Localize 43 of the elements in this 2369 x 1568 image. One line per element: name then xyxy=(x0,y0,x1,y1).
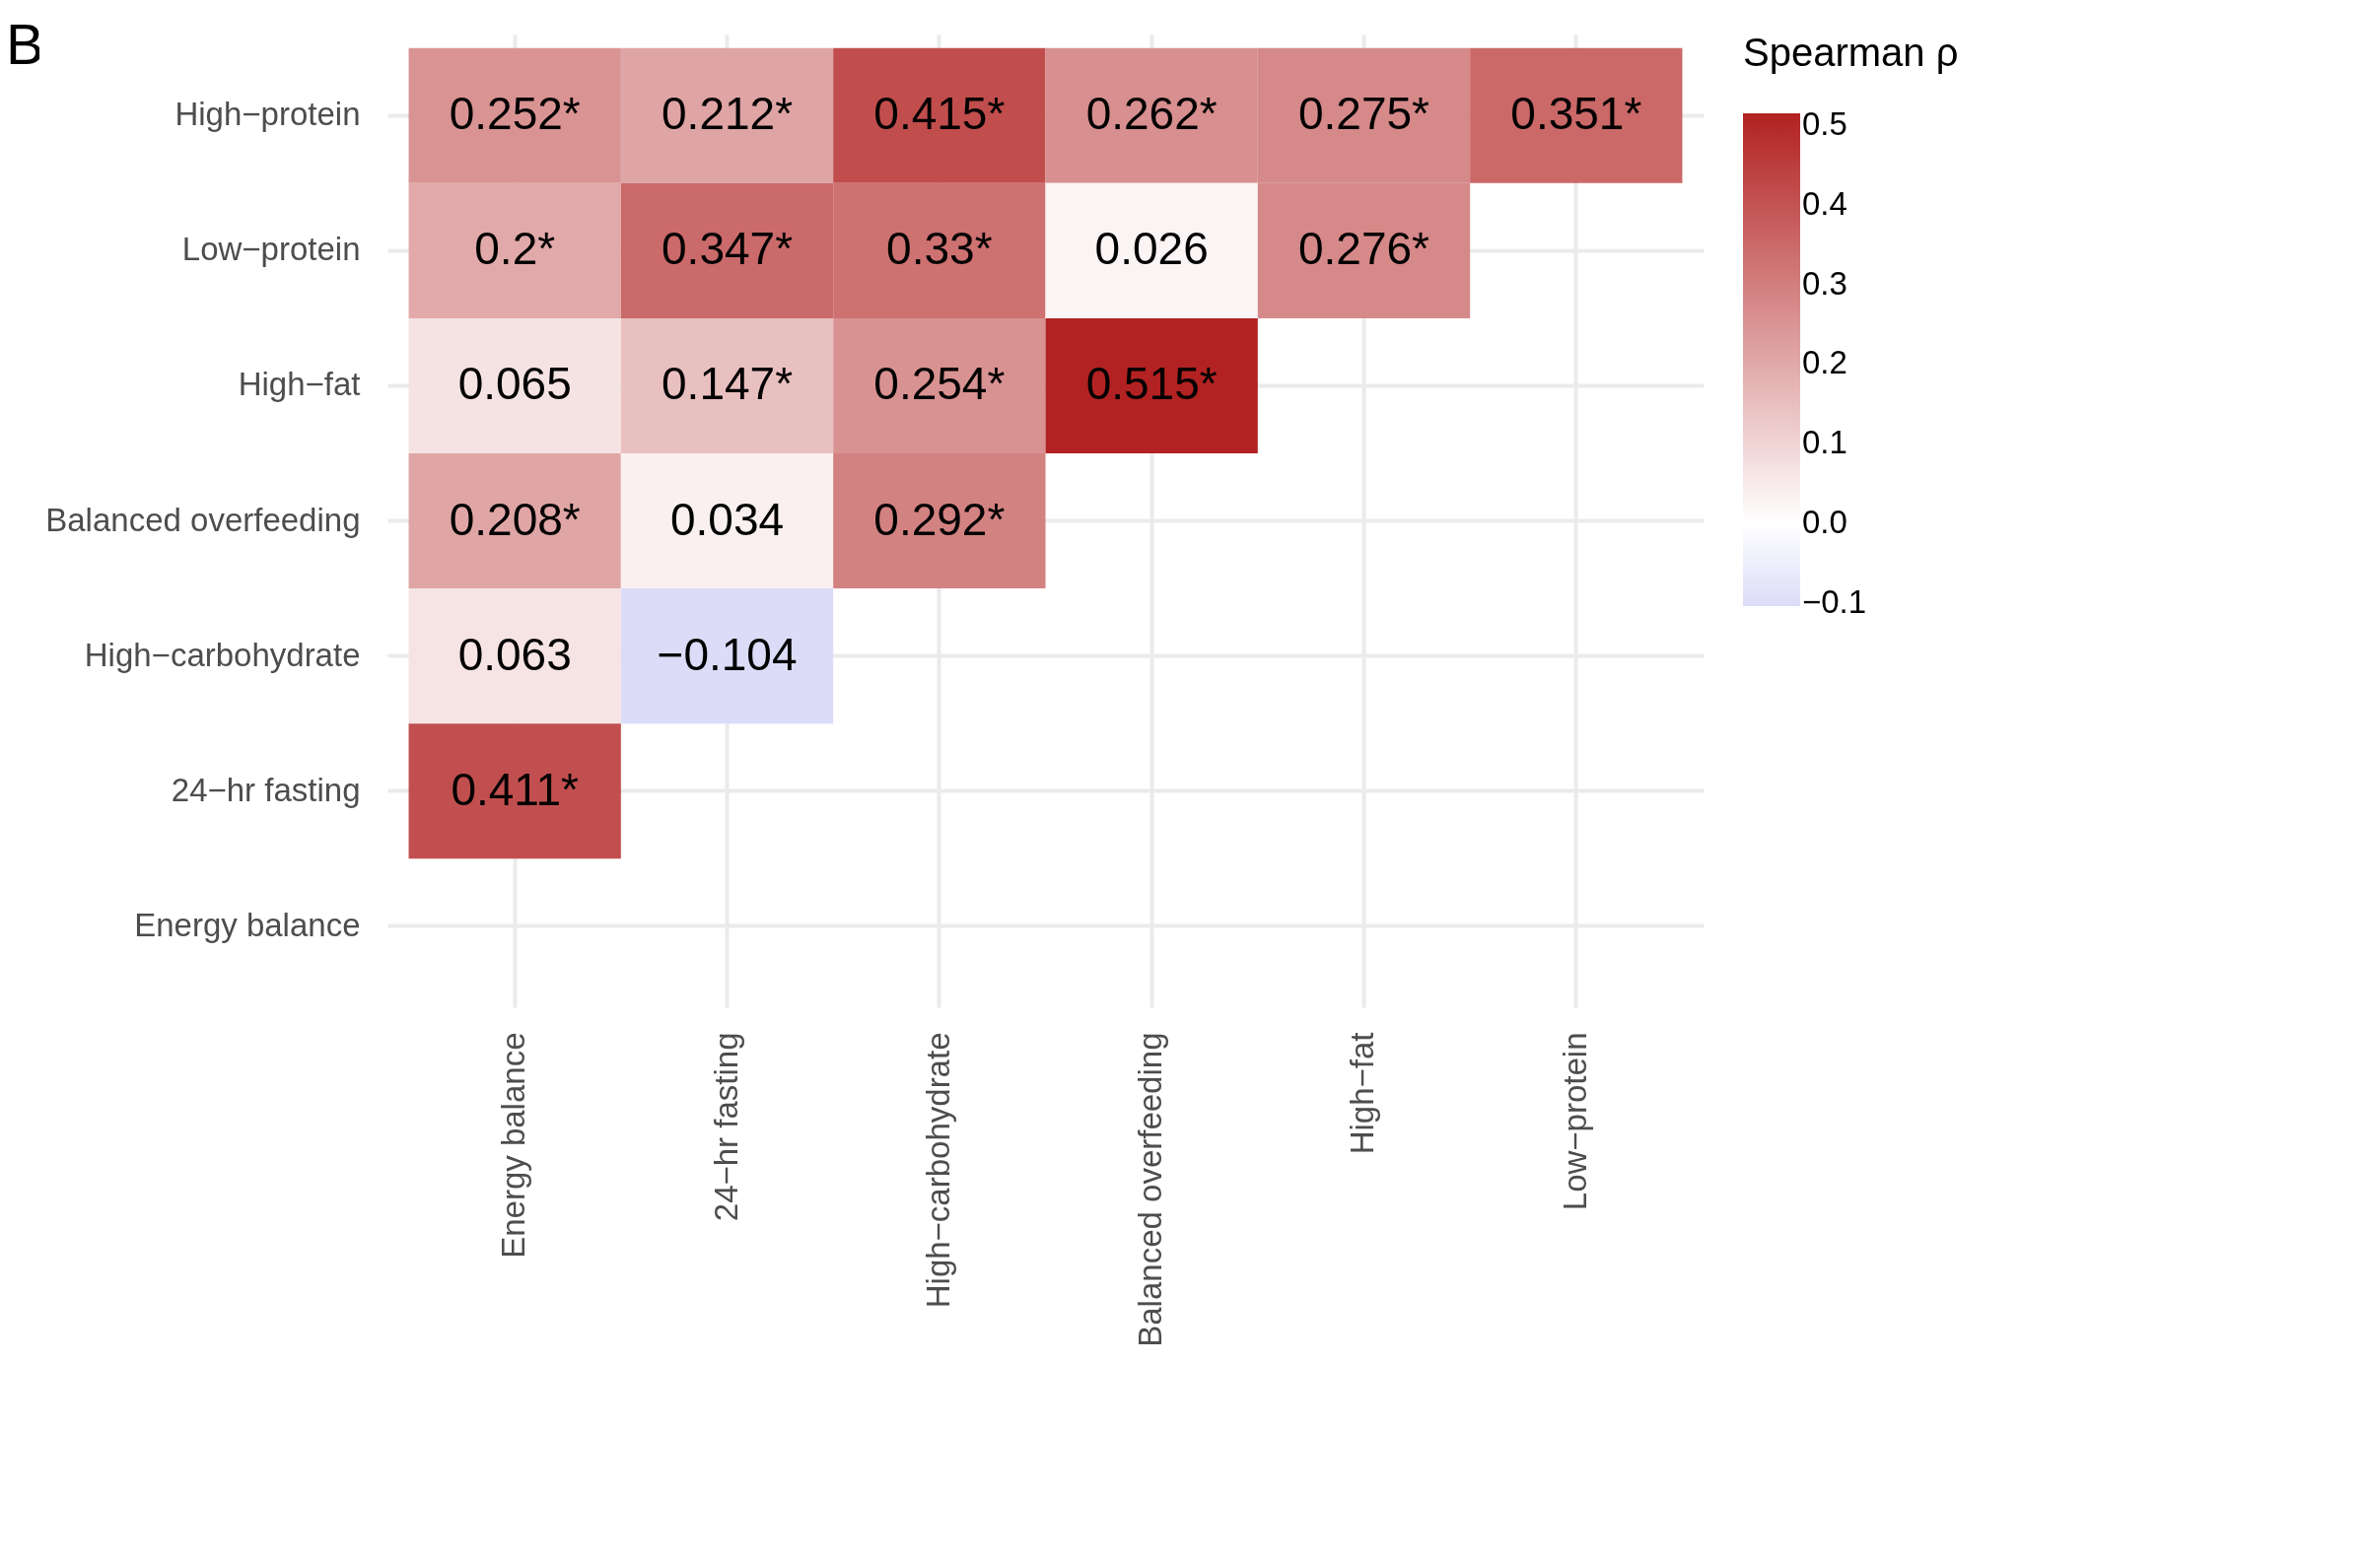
color-bar-label: 0.3 xyxy=(1802,264,1847,302)
x-tick-label: Energy balance xyxy=(495,1032,532,1259)
y-tick-label: 24−hr fasting xyxy=(171,771,361,808)
data-label: 0.262* xyxy=(1085,88,1218,140)
y-tick-label: High−carbohydrate xyxy=(84,636,361,673)
x-tick-label: 24−hr fasting xyxy=(707,1032,744,1222)
x-tick-label: High−fat xyxy=(1344,1032,1381,1155)
data-label: 0.515* xyxy=(1085,358,1218,410)
data-label: 0.034 xyxy=(669,493,785,545)
data-label: 0.254* xyxy=(873,358,1006,410)
data-label: 0.147* xyxy=(662,358,794,410)
data-label: 0.252* xyxy=(449,88,581,140)
color-bar-label: 0.5 xyxy=(1802,105,1847,143)
color-bar-label: −0.1 xyxy=(1802,582,1867,620)
data-label: 0.351* xyxy=(1510,88,1642,140)
y-tick-label: High−fat xyxy=(238,366,361,403)
x-tick-label: Low−protein xyxy=(1556,1032,1593,1211)
data-label: −0.104 xyxy=(657,628,798,680)
data-label: 0.063 xyxy=(457,628,572,680)
color-bar-label: 0.2 xyxy=(1802,344,1847,381)
legend-title: Spearman ρ xyxy=(1743,31,1959,74)
data-label: 0.208* xyxy=(449,493,581,545)
y-tick-label: Balanced overfeeding xyxy=(45,501,361,538)
y-tick-label: Low−protein xyxy=(181,231,361,268)
data-label: 0.33* xyxy=(886,223,993,275)
data-label: 0.415* xyxy=(873,88,1006,140)
data-label: 0.411* xyxy=(451,763,580,815)
data-label: 0.212* xyxy=(662,88,794,140)
y-tick-label: High−protein xyxy=(174,96,361,133)
data-label: 0.065 xyxy=(457,358,572,410)
x-tick-label: High−carbohydrate xyxy=(919,1032,956,1309)
data-label: 0.2* xyxy=(474,223,556,275)
x-tick-label: Balanced overfeeding xyxy=(1132,1032,1169,1347)
y-tick-label: Energy balance xyxy=(134,906,361,943)
text: B xyxy=(6,11,44,78)
color-bar-label: 0.1 xyxy=(1802,424,1847,461)
data-label: 0.347* xyxy=(662,223,794,275)
data-label: 0.292* xyxy=(873,493,1006,545)
data-label: 0.275* xyxy=(1297,88,1430,140)
data-label: 0.026 xyxy=(1094,223,1209,275)
color-bar-label: 0.0 xyxy=(1802,503,1847,540)
data-label: 0.276* xyxy=(1297,223,1430,275)
color-bar-label: 0.4 xyxy=(1802,184,1847,222)
